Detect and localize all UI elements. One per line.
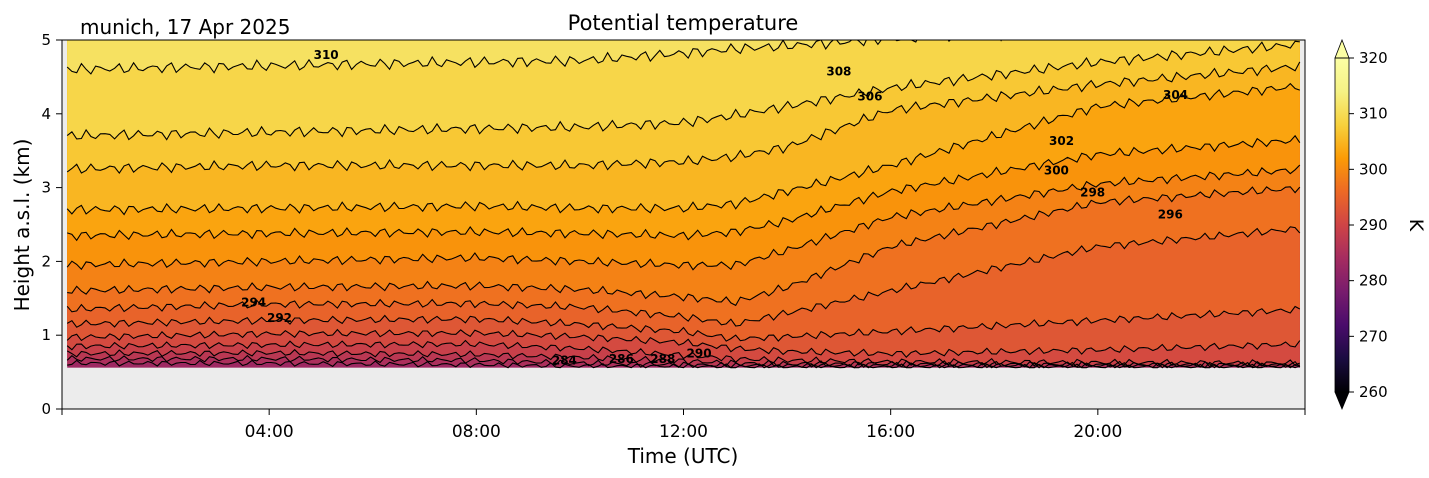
x-tick-label: 12:00 — [659, 422, 708, 442]
contour-label: 300 — [1044, 163, 1069, 177]
y-axis: 0 1 2 3 4 5 — [41, 31, 62, 418]
colorbar-tick-label: 290 — [1359, 216, 1388, 234]
contour-label: 284 — [552, 354, 577, 368]
y-tick-label: 4 — [41, 105, 51, 123]
contour-line — [66, 339, 1300, 368]
contour-line — [66, 40, 1300, 141]
contour-line — [66, 305, 1301, 342]
contour-line — [66, 164, 1301, 271]
contour-line — [66, 226, 1301, 327]
x-tick-label: 08:00 — [452, 422, 501, 442]
x-tick-label: 16:00 — [866, 422, 915, 442]
colorbar-tick-label: 300 — [1359, 160, 1388, 178]
contour-label: 294 — [241, 295, 266, 309]
contour-label: 292 — [267, 311, 292, 325]
location-date-label: munich, 17 Apr 2025 — [80, 15, 290, 39]
y-tick-label: 1 — [41, 326, 51, 344]
colorbar-tick-label: 310 — [1359, 105, 1388, 123]
contour-line — [67, 186, 1301, 307]
contour-label: 310 — [314, 48, 339, 62]
y-tick-label: 2 — [41, 252, 51, 270]
temperature-field — [67, 40, 1300, 368]
contour-line — [66, 354, 1300, 369]
contour-lines — [66, 40, 1301, 369]
chart-title: Potential temperature — [568, 11, 799, 35]
contour-line — [67, 134, 1301, 242]
y-tick-label: 0 — [41, 400, 51, 418]
contour-line — [66, 82, 1300, 216]
x-axis: 04:00 08:00 12:00 16:00 20:00 — [61, 409, 1306, 442]
colorbar: 260 270 280 290 300 310 320 K — [1334, 38, 1427, 411]
contour-label: 302 — [1049, 134, 1074, 148]
contour-label: 298 — [1080, 185, 1105, 199]
colorbar-tick-label: 280 — [1359, 272, 1388, 290]
contour-label: 306 — [857, 90, 882, 104]
colorbar-extend-top — [1334, 38, 1350, 59]
x-tick-label: 04:00 — [245, 422, 294, 442]
contour-line — [66, 328, 1301, 359]
contour-label: 290 — [687, 346, 712, 360]
colorbar-tick-label: 260 — [1359, 383, 1388, 401]
contour-label: 308 — [826, 64, 851, 78]
x-axis-label: Time (UTC) — [627, 444, 739, 468]
colorbar-label: K — [1405, 219, 1427, 232]
x-tick-label: 20:00 — [1073, 422, 1122, 442]
contour-line — [66, 61, 1301, 175]
contour-label: 304 — [1163, 88, 1188, 102]
y-tick-label: 5 — [41, 31, 51, 49]
y-tick-label: 3 — [41, 179, 51, 197]
colorbar-tick-label: 320 — [1359, 49, 1388, 67]
colorbar-gradient — [1335, 58, 1349, 392]
colorbar-extend-bottom — [1334, 391, 1350, 411]
colorbar-tick-label: 270 — [1359, 327, 1388, 345]
contour-label: 288 — [650, 352, 675, 366]
y-axis-label: Height a.s.l. (km) — [10, 139, 34, 312]
contour-label: 286 — [609, 352, 634, 366]
contour-label: 296 — [1158, 208, 1183, 222]
contour-line — [66, 348, 1301, 369]
contour-line — [66, 40, 1003, 75]
field-band — [67, 40, 1002, 74]
